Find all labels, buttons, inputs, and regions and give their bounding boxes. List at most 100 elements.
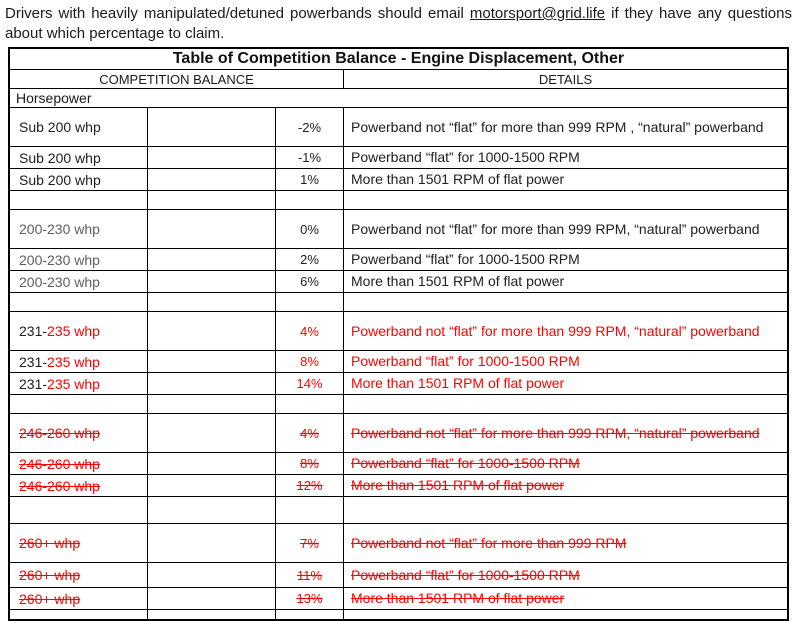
details-cell [343,610,787,619]
hp-range-label: 260+ whp [19,590,81,607]
percentage-cell: 12% [275,475,343,496]
section-label-horsepower: Horsepower [16,90,92,106]
percentage-value: 14% [296,376,323,391]
details-text: Powerband “flat” for 1000-1500 RPM [351,251,580,267]
percentage-value: 6% [300,274,319,289]
table-row: 260+ whp 11% Powerband “flat” for 1000-150… [10,562,787,587]
intro-text-after: if they have any questions about which p… [5,5,792,42]
header-competition-balance: COMPETITION BALANCE [99,71,254,87]
details-cell: Powerband not “flat” for more than 999 R… [343,108,787,146]
table-row: 200-230 whp 6% More than 1501 RPM of flat … [10,270,787,292]
details-cell [343,497,787,523]
hp-range-cell: 260+ whp [10,563,147,587]
percentage-cell: 11% [275,563,343,587]
table-row: 260+ whp 13% More than 1501 RPM of flat po… [10,587,787,609]
intro-text-before: Drivers with heavily manipulated/detuned… [5,5,470,22]
table-title: Table of Competition Balance - Engine Di… [10,49,787,70]
details-text: Powerband “flat” for 1000-1500 RPM [351,455,580,471]
percentage-value: 0% [300,221,319,237]
details-cell [343,191,787,209]
empty-cell [147,610,275,619]
hp-range-label: 235 whp [47,375,100,392]
percentage-value: 13% [296,591,323,606]
hp-range-cell: 200-230 whp [10,271,147,292]
percentage-cell: 4% [275,312,343,350]
empty-cell [147,588,275,609]
empty-cell [147,497,275,523]
hp-range-label: 246-260 whp [19,477,100,494]
details-text: Powerband not “flat” for more than 999 R… [351,322,760,339]
details-cell: More than 1501 RPM of flat power [343,475,787,496]
empty-cell [147,351,275,372]
percentage-value: 4% [300,323,319,339]
percentage-cell: 7% [275,524,343,562]
hp-range-label: 246-260 whp [19,455,100,472]
hp-range-cell: Sub 200 whp [10,169,147,190]
details-text: Powerband “flat” for 1000-1500 RPM [351,353,580,369]
percentage-cell: 4% [275,414,343,452]
percentage-cell: 6% [275,271,343,292]
details-cell [343,395,787,413]
details-text: Powerband not “flat” for more than 999 R… [351,534,627,551]
details-text: Powerband not “flat” for more than 999 R… [351,424,760,441]
hp-range-prefix: 231- [19,375,48,392]
percentage-cell: 14% [275,373,343,394]
percentage-cell: 8% [275,351,343,372]
empty-cell [147,524,275,562]
details-text: Powerband not “flat” for more than 999 R… [351,220,760,237]
competition-balance-table: Table of Competition Balance - Engine Di… [8,47,789,621]
details-cell: More than 1501 RPM of flat power [343,271,787,292]
empty-cell [147,210,275,248]
email-link[interactable]: motorsport@grid.life [469,5,606,22]
empty-cell [147,414,275,452]
hp-range-label: 235 whp [47,353,100,370]
empty-cell [147,169,275,190]
details-cell: More than 1501 RPM of flat power [343,588,787,609]
table-row: 231- 235 whp 14% More than 1501 RPM of flat… [10,372,787,394]
hp-range-cell: 200-230 whp [10,249,147,270]
hp-range-label: Sub 200 whp [19,149,101,166]
hp-range-cell: 260+ whp [10,588,147,609]
hp-range-cell: 200-230 whp [10,210,147,248]
details-text: More than 1501 RPM of flat power [351,590,565,606]
hp-range-cell: Sub 200 whp [10,108,147,146]
hp-range-cell: 231- 235 whp [10,351,147,372]
details-text: Powerband “flat” for 1000-1500 RPM [351,149,580,165]
header-details: DETAILS [343,70,787,88]
details-text: More than 1501 RPM of flat power [351,171,565,187]
table-row: 231- 235 whp 4% Powerband not “flat” for mo… [10,311,787,350]
hp-range-cell [10,610,147,619]
details-cell: Powerband not “flat” for more than 999 R… [343,312,787,350]
empty-cell [147,108,275,146]
empty-cell [147,453,275,474]
percentage-cell: 2% [275,249,343,270]
spacer-row [10,609,787,619]
hp-range-label: 246-260 whp [19,425,100,441]
empty-cell [147,271,275,292]
percentage-value: 12% [296,478,323,493]
hp-range-prefix: 231- [19,323,48,339]
percentage-value: 11% [296,567,323,583]
hp-range-cell: 231- 235 whp [10,312,147,350]
details-cell: Powerband “flat” for 1000-1500 RPM [343,563,787,587]
hp-range-label: Sub 200 whp [19,171,101,188]
table-row: Sub 200 whp -2% Powerband not “flat” for m… [10,107,787,146]
table-row: 200-230 whp 2% Powerband “flat” for 1000-1… [10,248,787,270]
spacer-row [10,496,787,523]
details-cell: More than 1501 RPM of flat power [343,169,787,190]
percentage-value: 2% [300,252,319,267]
hp-range-cell: 246-260 whp [10,475,147,496]
table-row: 246-260 whp 8% Powerband “flat” for 1000-1… [10,452,787,474]
hp-range-cell: 231- 235 whp [10,373,147,394]
table-row: 260+ whp 7% Powerband not “flat” for more … [10,523,787,562]
hp-range-label: 235 whp [47,323,100,339]
hp-range-cell: Sub 200 whp [10,147,147,168]
percentage-cell: 0% [275,210,343,248]
details-cell: Powerband not “flat” for more than 999 R… [343,210,787,248]
empty-cell [147,147,275,168]
details-cell: Powerband not “flat” for more than 999 R… [343,524,787,562]
hp-range-cell: 246-260 whp [10,453,147,474]
details-cell: Powerband “flat” for 1000-1500 RPM [343,249,787,270]
details-text: More than 1501 RPM of flat power [351,375,565,391]
details-cell: Powerband not “flat” for more than 999 R… [343,414,787,452]
